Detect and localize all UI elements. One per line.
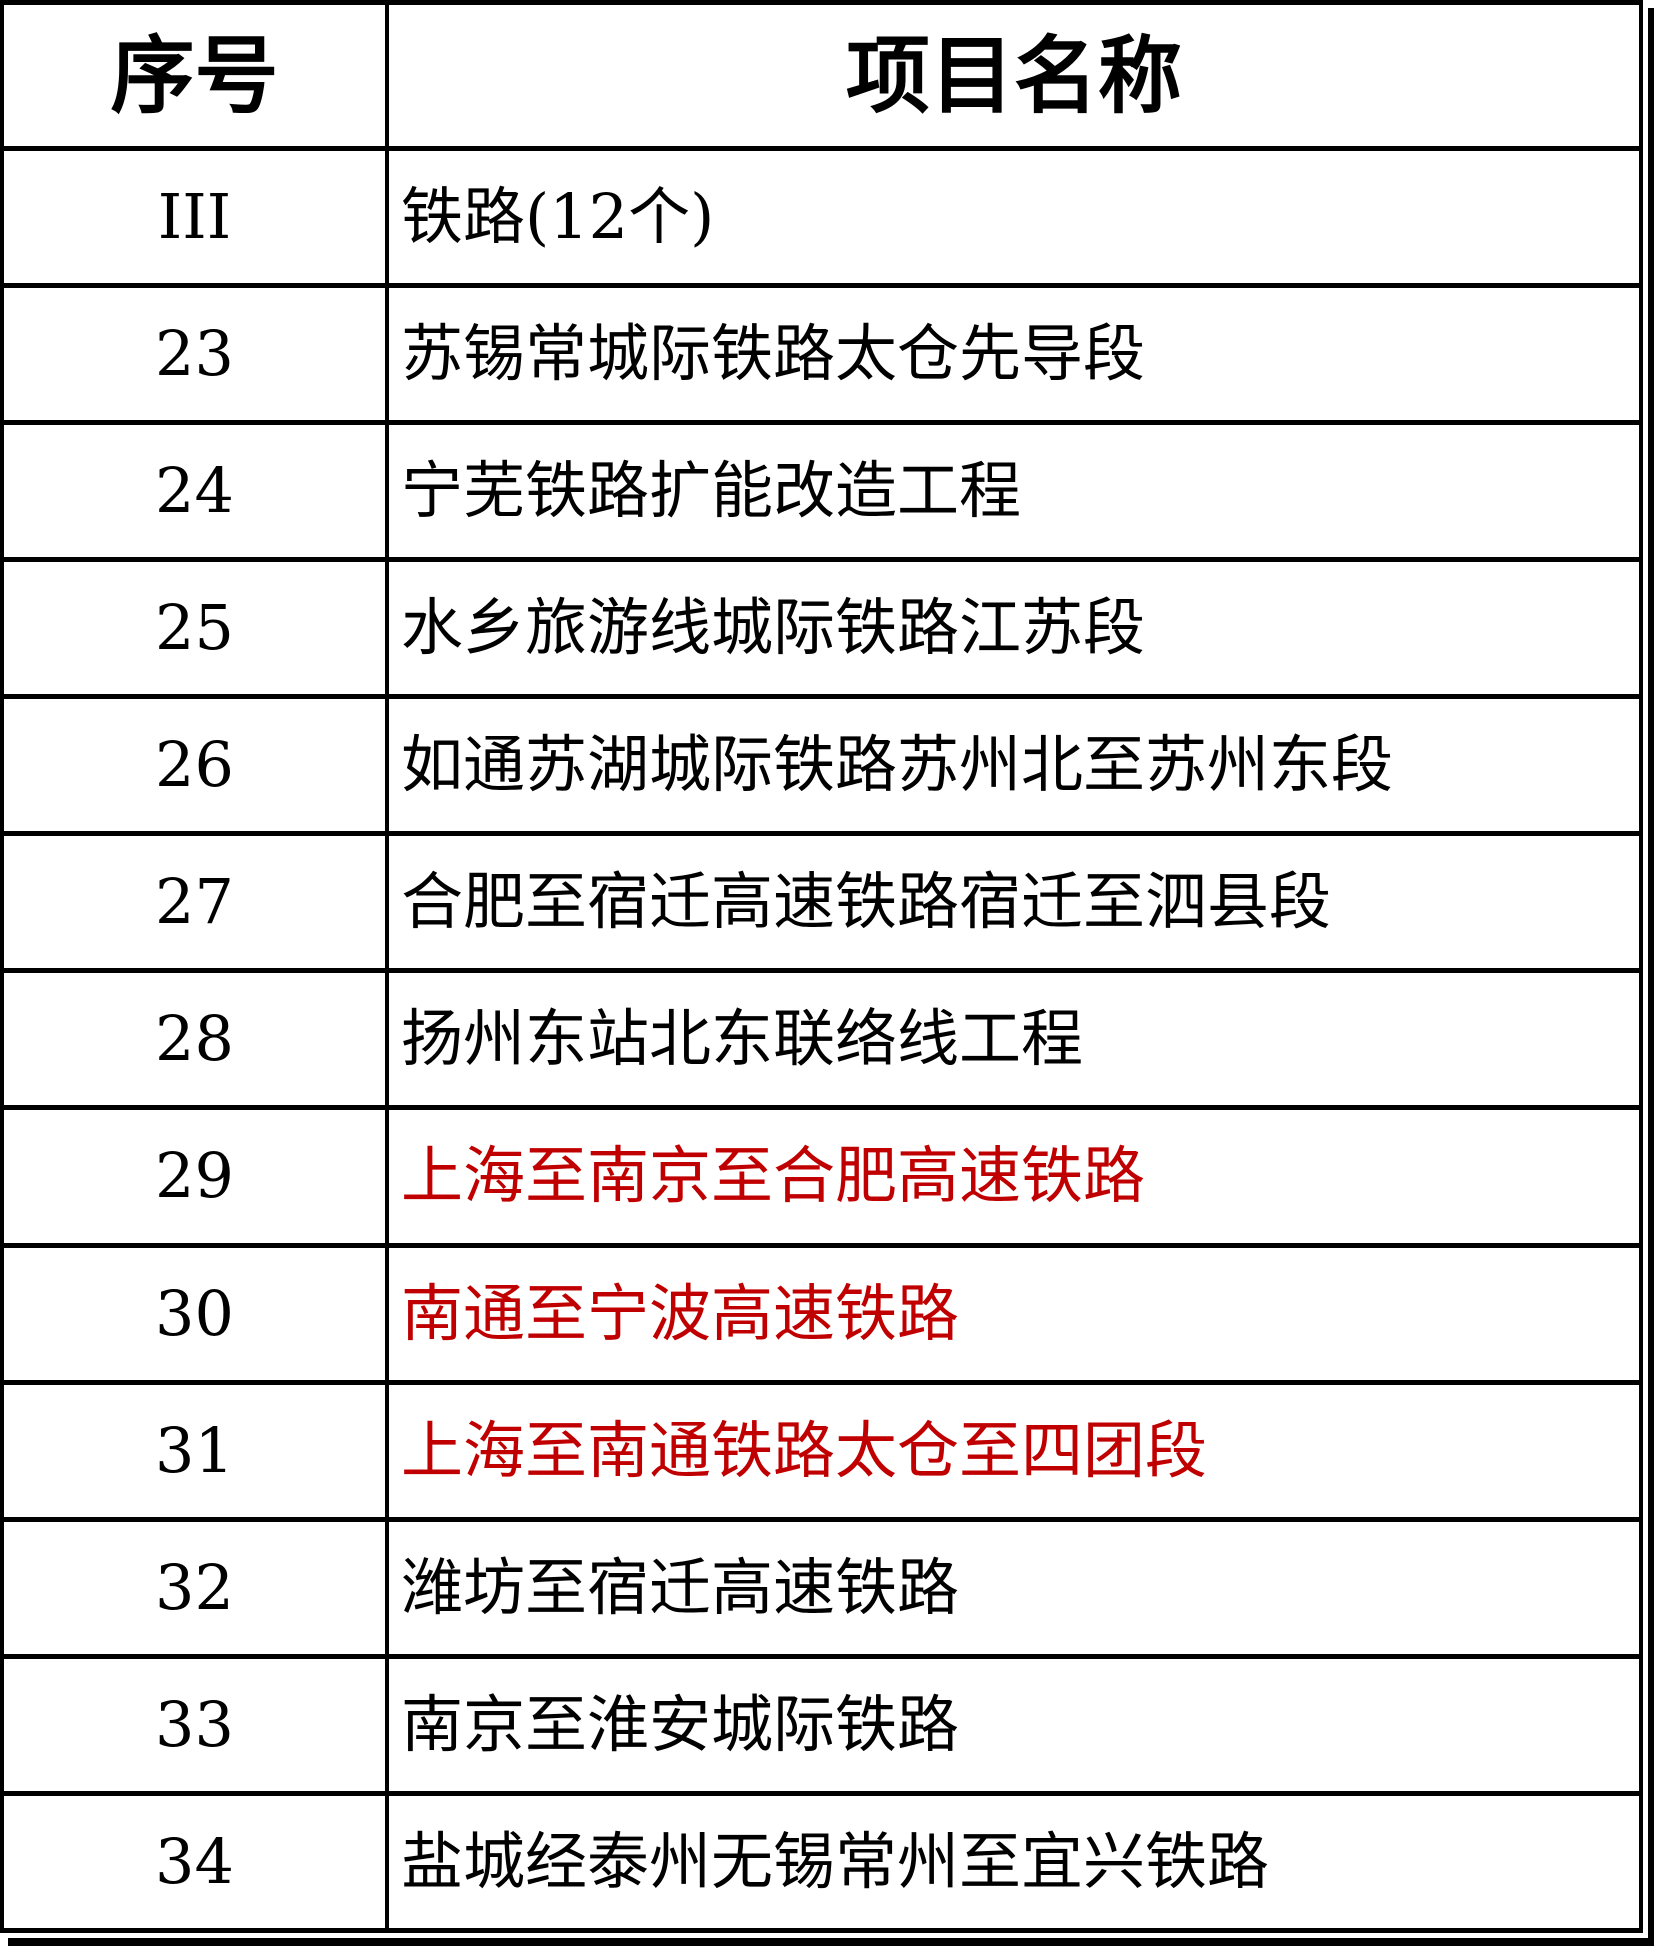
table-row: 29 上海至南京至合肥高速铁路	[0, 1105, 1643, 1248]
serial-number-cell: 30	[0, 1242, 389, 1385]
project-name-cell: 如通苏湖城际铁路苏州北至苏州东段	[385, 694, 1643, 837]
serial-number-cell: III	[0, 145, 389, 289]
serial-number-cell: 28	[0, 968, 389, 1111]
serial-number-cell: 24	[0, 420, 389, 563]
table-row: 32 潍坊至宿迁高速铁路	[0, 1516, 1643, 1659]
table-row: 34 盐城经泰州无锡常州至宜兴铁路	[0, 1790, 1643, 1934]
table-row: III 铁路(12个)	[0, 145, 1643, 289]
serial-number-cell: 29	[0, 1105, 389, 1248]
header-row: 序号 项目名称	[0, 0, 1643, 151]
serial-number-cell: 31	[0, 1379, 389, 1522]
project-name-cell: 南京至淮安城际铁路	[385, 1653, 1643, 1796]
table-row: 33 南京至淮安城际铁路	[0, 1653, 1643, 1796]
table-body: III 铁路(12个) 23 苏锡常城际铁路太仓先导段 24 宁芜铁路扩能改造工程 25 水乡…	[0, 145, 1643, 1934]
header-serial-number: 序号	[0, 0, 389, 151]
project-name-cell: 宁芜铁路扩能改造工程	[385, 420, 1643, 563]
project-name-cell: 南通至宁波高速铁路	[385, 1242, 1643, 1385]
table-row: 24 宁芜铁路扩能改造工程	[0, 420, 1643, 563]
project-name-cell: 苏锡常城际铁路太仓先导段	[385, 283, 1643, 426]
serial-number-cell: 26	[0, 694, 389, 837]
project-name-cell: 铁路(12个)	[385, 145, 1643, 289]
project-name-cell: 合肥至宿迁高速铁路宿迁至泗县段	[385, 831, 1643, 974]
table-row: 25 水乡旅游线城际铁路江苏段	[0, 557, 1643, 700]
table-row: 27 合肥至宿迁高速铁路宿迁至泗县段	[0, 831, 1643, 974]
project-name-cell: 扬州东站北东联络线工程	[385, 968, 1643, 1111]
table-row: 28 扬州东站北东联络线工程	[0, 968, 1643, 1111]
project-name-cell: 上海至南通铁路太仓至四团段	[385, 1379, 1643, 1522]
table-row: 23 苏锡常城际铁路太仓先导段	[0, 283, 1643, 426]
header-project-name: 项目名称	[385, 0, 1643, 151]
table-row: 31 上海至南通铁路太仓至四团段	[0, 1379, 1643, 1522]
serial-number-cell: 32	[0, 1516, 389, 1659]
serial-number-cell: 34	[0, 1790, 389, 1934]
project-name-cell: 潍坊至宿迁高速铁路	[385, 1516, 1643, 1659]
serial-number-cell: 27	[0, 831, 389, 974]
project-name-cell: 盐城经泰州无锡常州至宜兴铁路	[385, 1790, 1643, 1934]
project-name-cell: 上海至南京至合肥高速铁路	[385, 1105, 1643, 1248]
serial-number-cell: 23	[0, 283, 389, 426]
table-header: 序号 项目名称	[0, 0, 1643, 151]
serial-number-cell: 25	[0, 557, 389, 700]
table-row: 30 南通至宁波高速铁路	[0, 1242, 1643, 1385]
project-name-cell: 水乡旅游线城际铁路江苏段	[385, 557, 1643, 700]
page-edge-right-rule	[1648, 8, 1654, 1946]
page-edge-bottom-rule	[8, 1938, 1654, 1946]
table-row: 26 如通苏湖城际铁路苏州北至苏州东段	[0, 694, 1643, 837]
serial-number-cell: 33	[0, 1653, 389, 1796]
